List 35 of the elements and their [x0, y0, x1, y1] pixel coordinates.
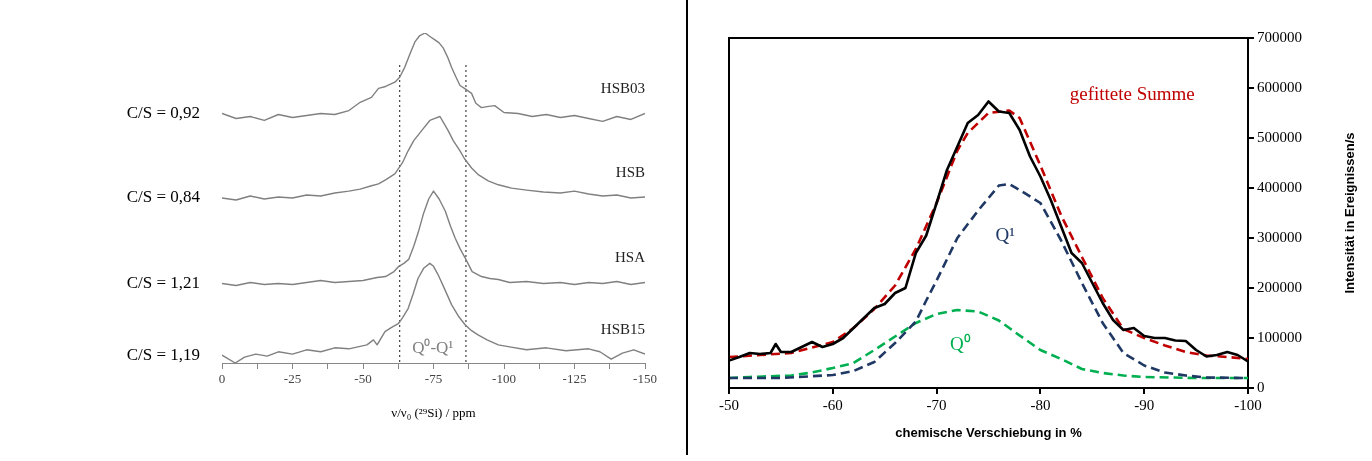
- y2-tick-label: 200000: [1257, 278, 1302, 295]
- x-tick-label: -60: [822, 396, 843, 413]
- x-tick-label: -125: [562, 371, 587, 387]
- y2-tick-label: 600000: [1257, 78, 1302, 95]
- y2-tick-label: 100000: [1257, 328, 1302, 345]
- series-label: HSB: [615, 163, 645, 180]
- y2-tick-label: 500000: [1257, 128, 1302, 145]
- series-label: Q⁰: [949, 332, 971, 354]
- annotation: Q⁰-Q¹: [412, 338, 454, 358]
- x-tick-label: -25: [283, 371, 302, 387]
- series-label: HSB03: [600, 80, 645, 97]
- series-label: Q¹: [995, 223, 1016, 245]
- series-label: HSA: [614, 249, 646, 266]
- x-tick-label: 0: [218, 371, 226, 387]
- y2-tick-label: 700000: [1257, 28, 1302, 45]
- y2-tick-label: 300000: [1257, 228, 1302, 245]
- x-tick-label: -150: [633, 371, 657, 387]
- text: C/S = 0,92: [126, 102, 200, 122]
- x-axis-title: ν/ν₀ (²⁹Si) / ppm: [391, 404, 476, 420]
- y2-tick-label: 400000: [1257, 178, 1302, 195]
- x-axis-title: chemische Verschiebung in %: [895, 424, 1083, 440]
- x-tick-label: -75: [424, 371, 443, 387]
- x-tick-label: -70: [926, 396, 947, 413]
- x-tick-label: -50: [354, 371, 372, 387]
- x-tick-label: -100: [1234, 396, 1262, 413]
- text: gefittete Summe: [1069, 83, 1195, 105]
- x-tick-label: -50: [719, 396, 739, 413]
- text: C/S = 0,84: [126, 187, 201, 207]
- x-tick-label: -90: [1134, 396, 1155, 413]
- text: C/S = 1,19: [126, 344, 200, 364]
- x-tick-label: -80: [1030, 396, 1051, 413]
- x-tick-label: -100: [492, 371, 516, 387]
- y2-axis-title: Intensität in Ereignissen/s: [1341, 132, 1357, 294]
- text: C/S = 1,21: [126, 272, 200, 292]
- series-label: HSB15: [600, 321, 645, 338]
